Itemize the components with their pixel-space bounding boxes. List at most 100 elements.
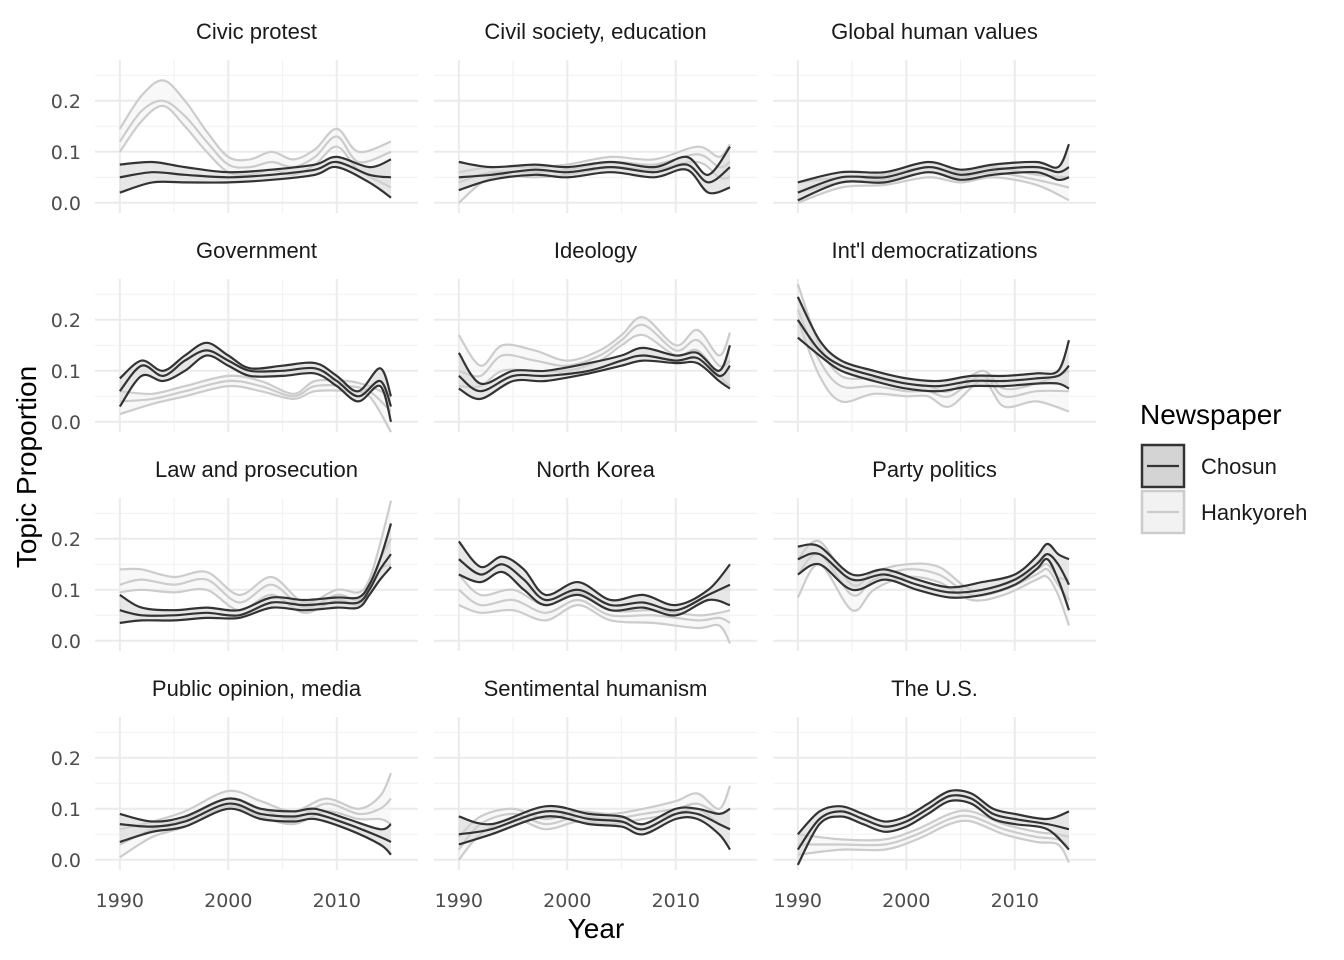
upper-bound-hankyoreh xyxy=(458,785,732,838)
panel-civil-society-education: Civil society, education xyxy=(434,19,757,213)
panel-the-u-s: The U.S. 1990 2000 2010 xyxy=(773,676,1096,912)
mean-line-chosun xyxy=(458,558,731,612)
lower-bound-hankyoreh xyxy=(458,603,731,644)
y-tick-label: 0.1 xyxy=(51,142,81,164)
ribbon-chosun xyxy=(119,342,392,422)
panel-title: Party politics xyxy=(872,457,997,482)
upper-bound-chosun xyxy=(119,797,392,831)
lower-bound-chosun xyxy=(458,570,731,617)
upper-bound-chosun xyxy=(119,341,393,397)
panel-title: Public opinion, media xyxy=(152,676,362,701)
ribbon-chosun xyxy=(119,798,392,855)
mean-line-chosun xyxy=(119,553,392,617)
mean-line-chosun xyxy=(796,319,1070,388)
panel-title: Ideology xyxy=(554,238,637,263)
lower-bound-chosun xyxy=(118,354,393,423)
x-tick-label: 2000 xyxy=(882,890,930,912)
panel-north-korea: North Korea xyxy=(434,457,757,651)
ribbon-chosun xyxy=(458,146,730,194)
mean-line-hankyoreh xyxy=(118,99,392,169)
x-tick-label: 2000 xyxy=(543,890,591,912)
mean-line-chosun xyxy=(458,163,731,184)
upper-bound-chosun xyxy=(458,804,731,826)
x-tick-label: 2010 xyxy=(313,890,361,912)
y-tick-label: 0.1 xyxy=(51,799,81,821)
x-tick-label: 2000 xyxy=(204,890,252,912)
panel-law-and-prosecution: Law and prosecution 0.0 0.1 0.2 xyxy=(51,457,418,653)
panels-layer: Civic protest 0.0 0.1 0.2 Civil society, edu… xyxy=(51,19,1096,912)
y-tick-label: 0.0 xyxy=(51,631,81,653)
mean-line-chosun xyxy=(118,349,393,407)
y-tick-label: 0.0 xyxy=(51,850,81,872)
upper-bound-chosun xyxy=(119,155,392,174)
lower-bound-chosun xyxy=(797,170,1070,202)
panel-title: Int'l democratizations xyxy=(832,238,1038,263)
mean-line-chosun xyxy=(119,802,392,843)
upper-bound-chosun xyxy=(457,540,731,607)
lower-bound-chosun xyxy=(458,168,731,195)
x-tick-label: 2010 xyxy=(991,890,1039,912)
legend: Newspaper Chosun Hankyoreh xyxy=(1140,399,1307,535)
x-axis-title: Year xyxy=(568,913,625,944)
y-tick-label: 0.0 xyxy=(51,193,81,215)
lower-bound-chosun xyxy=(458,815,731,851)
mean-line-hankyoreh xyxy=(458,323,731,378)
upper-bound-chosun xyxy=(119,523,393,612)
legend-title: Newspaper xyxy=(1140,399,1282,430)
lower-bound-chosun xyxy=(119,165,392,199)
lower-bound-chosun xyxy=(796,799,1070,866)
panel-title: North Korea xyxy=(536,457,655,482)
y-tick-label: 0.1 xyxy=(51,361,81,383)
mean-line-hankyoreh xyxy=(797,814,1070,848)
lower-bound-chosun xyxy=(119,807,392,856)
panel-party-politics: Party politics xyxy=(773,457,1096,651)
panel-ideology: Ideology xyxy=(434,238,757,432)
ribbon-hankyoreh xyxy=(119,500,392,613)
y-tick-label: 0.2 xyxy=(51,529,81,551)
panel-public-opinion-media: Public opinion, media 0.0 0.1 0.2 1990 2000 20… xyxy=(51,676,418,912)
upper-bound-hankyoreh xyxy=(119,374,392,398)
panel-title: Government xyxy=(196,238,317,263)
x-tick-label: 1990 xyxy=(774,890,822,912)
ribbon-chosun xyxy=(797,296,1069,392)
mean-line-hankyoreh xyxy=(119,379,392,413)
upper-bound-hankyoreh xyxy=(119,500,393,604)
mean-line-hankyoreh xyxy=(458,588,731,624)
lower-bound-hankyoreh xyxy=(458,333,731,389)
panel-title: Civic protest xyxy=(196,19,317,44)
panel-title: Law and prosecution xyxy=(155,457,358,482)
upper-bound-hankyoreh xyxy=(797,809,1070,842)
mean-line-chosun xyxy=(797,552,1070,594)
panel-title: Civil society, education xyxy=(484,19,706,44)
lower-bound-chosun xyxy=(119,566,392,625)
mean-line-chosun xyxy=(797,165,1070,194)
panel-title: The U.S. xyxy=(891,676,978,701)
legend-label-chosun: Chosun xyxy=(1201,454,1277,479)
upper-bound-chosun xyxy=(796,789,1070,836)
upper-bound-hankyoreh xyxy=(119,772,393,831)
panel-int-l-democratizations: Int'l democratizations xyxy=(773,238,1096,432)
ribbon-hankyoreh xyxy=(119,80,392,188)
y-tick-label: 0.2 xyxy=(51,310,81,332)
y-axis-title: Topic Proportion xyxy=(11,366,42,568)
x-tick-label: 1990 xyxy=(435,890,483,912)
lower-bound-hankyoreh xyxy=(797,819,1070,863)
lower-bound-hankyoreh xyxy=(797,176,1070,204)
ribbon-hankyoreh xyxy=(797,167,1069,203)
ribbon-hankyoreh xyxy=(458,144,730,203)
panel-title: Global human values xyxy=(831,19,1038,44)
ribbon-chosun xyxy=(119,523,392,623)
upper-bound-hankyoreh xyxy=(118,79,392,162)
mean-line-chosun xyxy=(458,354,731,393)
lower-bound-chosun xyxy=(797,557,1071,611)
mean-line-chosun xyxy=(458,810,731,836)
upper-bound-chosun xyxy=(797,143,1071,184)
panel-sentimental-humanism: Sentimental humanism 1990 2000 2010 xyxy=(434,676,757,912)
y-tick-label: 0.1 xyxy=(51,580,81,602)
legend-label-hankyoreh: Hankyoreh xyxy=(1201,500,1307,525)
y-tick-label: 0.2 xyxy=(51,91,81,113)
upper-bound-chosun xyxy=(458,146,731,176)
y-tick-label: 0.2 xyxy=(51,748,81,770)
panel-government: Government 0.0 0.1 0.2 xyxy=(51,238,418,434)
